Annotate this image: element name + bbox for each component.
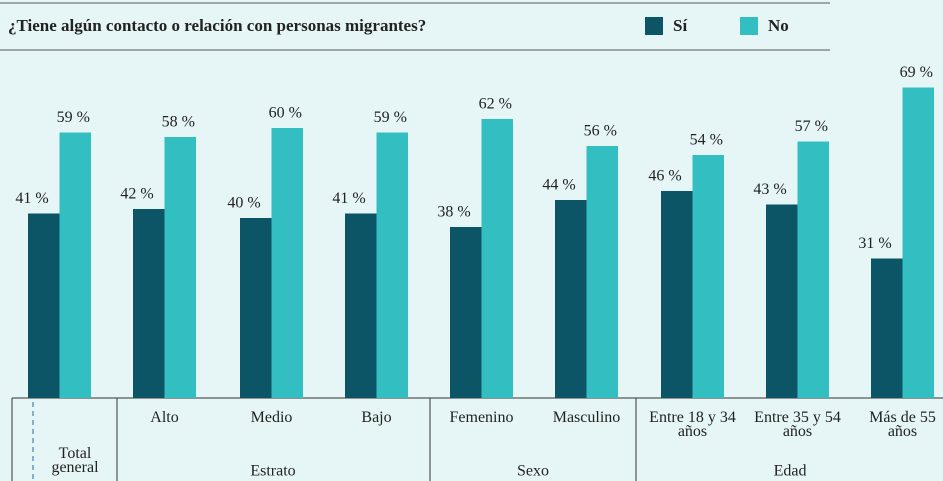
x-tick-label: Más de 55 años [869,409,936,440]
bar [766,204,798,398]
value-label: 62 % [479,96,512,113]
value-label: 41 % [332,190,365,207]
legend-swatch [740,17,758,35]
bar [28,213,60,398]
value-label: 54 % [690,132,723,149]
bar [661,191,693,398]
bar [59,132,91,398]
value-label: 56 % [584,123,617,140]
x-tick-label: Entre 18 y 34 años [649,409,736,440]
group-label: Sexo [517,463,549,480]
value-label: 38 % [437,204,470,221]
value-label: 46 % [648,168,681,185]
bar [376,132,408,398]
bar [902,87,934,398]
value-label: 69 % [900,64,933,81]
value-label: 41 % [15,190,48,207]
x-tick-label: Femenino [449,409,514,426]
bar [240,218,272,398]
x-tick-label: Bajo [361,409,392,426]
value-label: 59 % [374,109,407,126]
x-tick-label: Entre 35 y 54 años [754,409,841,440]
value-label: 57 % [795,118,828,135]
value-label: 31 % [858,235,891,252]
bar [871,258,903,398]
bar [164,137,196,398]
bar [450,227,482,398]
group-label: Estrato [250,463,295,480]
bar [133,209,165,398]
group-label: Edad [774,463,807,480]
x-tick-label: Medio [250,409,293,426]
value-label: 40 % [227,195,260,212]
bar [555,200,587,398]
x-tick-label: Total general [51,445,99,476]
bar [692,155,724,398]
value-label: 59 % [57,109,90,126]
legend-label: No [768,16,789,35]
chart-title: ¿Tiene algún contacto o relación con per… [8,16,426,35]
legend-label: Sí [673,16,687,35]
legend-swatch [645,17,663,35]
value-label: 42 % [120,186,153,203]
x-tick-label: Masculino [552,409,621,426]
value-label: 60 % [269,105,302,122]
value-label: 58 % [162,114,195,131]
x-tick-label: Alto [150,409,179,426]
bar [797,141,829,398]
bar [271,128,303,398]
value-label: 44 % [542,177,575,194]
bar [586,146,618,398]
bar [345,213,377,398]
bar [481,119,513,398]
value-label: 43 % [753,181,786,198]
